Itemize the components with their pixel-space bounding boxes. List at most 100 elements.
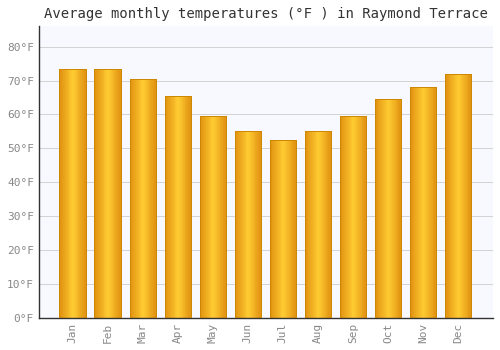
Bar	[104, 69, 105, 318]
Bar	[310, 131, 312, 318]
Bar	[270, 140, 271, 318]
Bar	[210, 116, 212, 318]
Bar	[130, 79, 131, 318]
Bar	[104, 69, 106, 318]
Bar	[204, 116, 206, 318]
Bar	[208, 116, 210, 318]
Bar	[417, 87, 418, 318]
Bar	[316, 131, 317, 318]
Bar	[401, 99, 402, 318]
Bar	[244, 131, 245, 318]
Bar	[213, 116, 214, 318]
Bar	[448, 74, 449, 318]
Bar	[259, 131, 260, 318]
Bar	[388, 99, 390, 318]
Bar	[188, 96, 190, 318]
Bar	[205, 116, 206, 318]
Bar	[376, 99, 377, 318]
Bar	[154, 79, 155, 318]
Bar	[456, 74, 457, 318]
Bar	[383, 99, 384, 318]
Bar	[238, 131, 240, 318]
Bar	[274, 140, 276, 318]
Bar	[244, 131, 246, 318]
Bar	[82, 69, 84, 318]
Bar	[254, 131, 255, 318]
Bar	[138, 79, 140, 318]
Bar	[462, 74, 464, 318]
Bar	[446, 74, 447, 318]
Bar	[60, 69, 86, 318]
Bar	[416, 87, 418, 318]
Bar	[275, 140, 276, 318]
Bar	[422, 87, 424, 318]
Bar	[182, 96, 184, 318]
Bar	[411, 87, 412, 318]
Bar	[430, 87, 431, 318]
Bar	[357, 116, 358, 318]
Bar	[236, 131, 237, 318]
Bar	[86, 69, 87, 318]
Bar	[419, 87, 420, 318]
Bar	[319, 131, 320, 318]
Bar	[295, 140, 296, 318]
Bar	[463, 74, 464, 318]
Bar	[181, 96, 182, 318]
Bar	[241, 131, 242, 318]
Bar	[308, 131, 310, 318]
Bar	[144, 79, 146, 318]
Bar	[318, 131, 320, 318]
Bar	[256, 131, 258, 318]
Bar	[347, 116, 348, 318]
Bar	[432, 87, 434, 318]
Bar	[395, 99, 396, 318]
Bar	[385, 99, 386, 318]
Bar	[435, 87, 436, 318]
Bar	[331, 131, 332, 318]
Bar	[202, 116, 203, 318]
Bar	[225, 116, 226, 318]
Bar	[153, 79, 154, 318]
Bar	[326, 131, 328, 318]
Bar	[134, 79, 136, 318]
Bar	[468, 74, 469, 318]
Bar	[178, 96, 180, 318]
Bar	[114, 69, 115, 318]
Bar	[120, 69, 121, 318]
Bar	[119, 69, 120, 318]
Bar	[427, 87, 428, 318]
Bar	[186, 96, 188, 318]
Bar	[466, 74, 468, 318]
Bar	[434, 87, 436, 318]
Bar	[64, 69, 65, 318]
Bar	[71, 69, 72, 318]
Bar	[246, 131, 247, 318]
Bar	[412, 87, 414, 318]
Bar	[458, 74, 459, 318]
Bar	[66, 69, 67, 318]
Bar	[172, 96, 174, 318]
Bar	[342, 116, 343, 318]
Bar	[98, 69, 100, 318]
Bar	[258, 131, 260, 318]
Bar	[200, 116, 226, 318]
Bar	[146, 79, 147, 318]
Bar	[455, 74, 456, 318]
Bar	[410, 87, 411, 318]
Bar	[311, 131, 312, 318]
Bar	[376, 99, 378, 318]
Bar	[450, 74, 452, 318]
Bar	[458, 74, 460, 318]
Bar	[365, 116, 366, 318]
Bar	[288, 140, 289, 318]
Bar	[200, 116, 201, 318]
Bar	[63, 69, 64, 318]
Bar	[466, 74, 467, 318]
Bar	[176, 96, 178, 318]
Bar	[352, 116, 353, 318]
Bar	[392, 99, 394, 318]
Bar	[111, 69, 112, 318]
Bar	[112, 69, 113, 318]
Bar	[147, 79, 148, 318]
Bar	[243, 131, 244, 318]
